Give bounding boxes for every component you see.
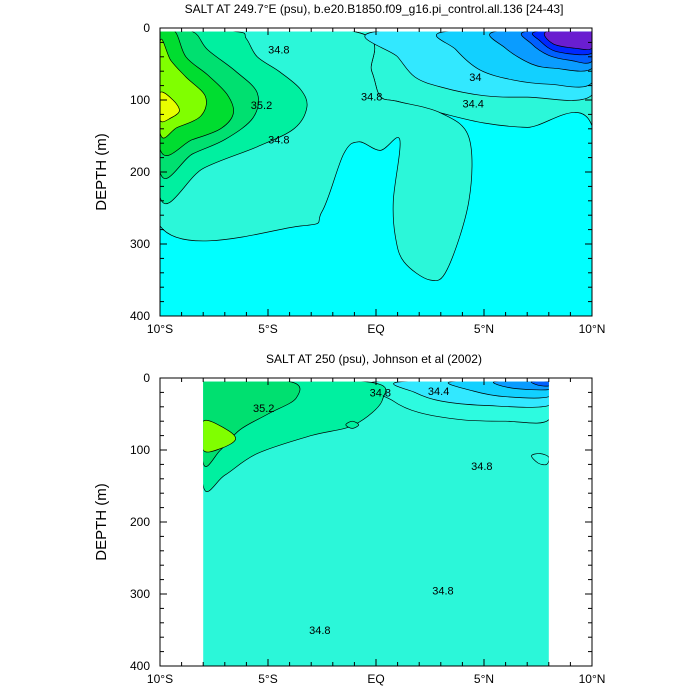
bottom-xtick-label-1: 5°S bbox=[258, 672, 277, 686]
bottom-contour-region-5 bbox=[530, 381, 549, 387]
bottom-ytick-label-1: 100 bbox=[130, 443, 150, 457]
bottom-ytick-label-2: 200 bbox=[130, 515, 150, 529]
top-xtick-label-4: 10°N bbox=[579, 322, 606, 336]
top-contour-label-3: 34.8 bbox=[361, 91, 382, 103]
bottom-ytick-label-4: 400 bbox=[130, 659, 150, 673]
top-xtick-label-1: 5°S bbox=[258, 322, 277, 336]
top-panel-title: SALT AT 249.7°E (psu), b.e20.B1850.f09_g… bbox=[185, 2, 564, 16]
bottom-contour-label-2: 34.4 bbox=[428, 386, 449, 398]
top-contour-label-4: 34 bbox=[469, 72, 481, 84]
top-xtick-label-0: 10°S bbox=[147, 322, 173, 336]
top-ytick-label-0: 0 bbox=[143, 21, 150, 35]
bottom-panel-ylabel: DEPTH (m) bbox=[93, 483, 110, 561]
top-panel: SALT AT 249.7°E (psu), b.e20.B1850.f09_g… bbox=[93, 2, 606, 336]
top-ytick-label-3: 300 bbox=[130, 237, 150, 251]
top-contour-label-2: 34.8 bbox=[268, 135, 289, 147]
bottom-contour-region-9 bbox=[531, 453, 549, 466]
top-ytick-label-2: 200 bbox=[130, 165, 150, 179]
bottom-contour-label-0: 35.2 bbox=[253, 403, 274, 415]
bottom-contour-label-3: 34.8 bbox=[471, 461, 492, 473]
top-contour-region-13 bbox=[160, 91, 180, 123]
bottom-contour-label-5: 34.8 bbox=[309, 625, 330, 637]
bottom-contour-label-1: 34.8 bbox=[370, 387, 391, 399]
top-contour-label-0: 34.8 bbox=[268, 45, 289, 57]
bottom-panel: SALT AT 250 (psu), Johnson et al (2002) … bbox=[93, 352, 606, 686]
bottom-panel-title: SALT AT 250 (psu), Johnson et al (2002) bbox=[266, 352, 482, 366]
bottom-contour-region-10 bbox=[345, 420, 360, 429]
top-ytick-label-4: 400 bbox=[130, 309, 150, 323]
top-xtick-label-3: 5°N bbox=[474, 322, 494, 336]
bottom-xtick-label-3: 5°N bbox=[474, 672, 494, 686]
bottom-contour-field bbox=[203, 381, 549, 666]
bottom-contour-region-0 bbox=[203, 381, 549, 666]
top-contour-label-1: 35.2 bbox=[251, 100, 272, 112]
top-contour-label-5: 34.4 bbox=[462, 99, 483, 111]
top-panel-ylabel: DEPTH (m) bbox=[93, 133, 110, 211]
bottom-xtick-label-2: EQ bbox=[367, 672, 384, 686]
top-contour-field bbox=[160, 31, 592, 316]
bottom-ytick-label-0: 0 bbox=[143, 371, 150, 385]
bottom-xtick-label-0: 10°S bbox=[147, 672, 173, 686]
bottom-xtick-label-4: 10°N bbox=[579, 672, 606, 686]
top-contour-region-8 bbox=[543, 31, 592, 50]
bottom-contour-region-8 bbox=[203, 420, 236, 453]
top-ytick-label-1: 100 bbox=[130, 93, 150, 107]
bottom-ytick-label-3: 300 bbox=[130, 587, 150, 601]
top-xtick-label-2: EQ bbox=[367, 322, 384, 336]
bottom-contour-label-4: 34.8 bbox=[432, 585, 453, 597]
